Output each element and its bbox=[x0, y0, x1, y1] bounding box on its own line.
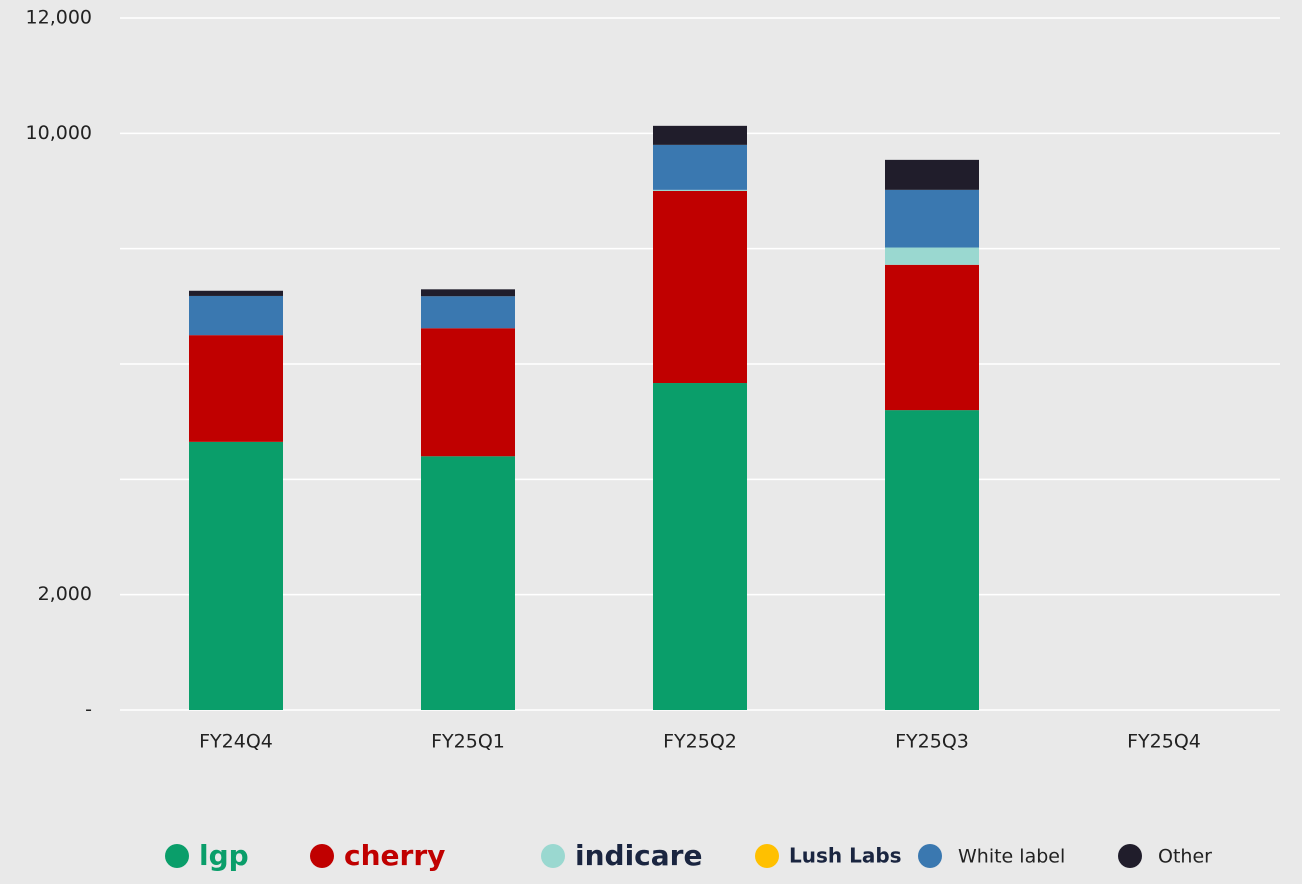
chart: - 2,000 10,000 12,000 FY24Q4 FY25Q1 FY25Q2 FY25… bbox=[0, 0, 1302, 884]
y-tick-label: 2,000 bbox=[38, 583, 92, 605]
bar-segment bbox=[653, 190, 747, 191]
bar-segment bbox=[189, 442, 283, 710]
bar-segment bbox=[885, 265, 979, 410]
x-tick-label: FY25Q2 bbox=[663, 731, 737, 753]
bar-segment bbox=[653, 126, 747, 145]
y-tick-label: 10,000 bbox=[26, 122, 92, 144]
legend-marker bbox=[541, 844, 565, 868]
bar-segment bbox=[421, 456, 515, 710]
legend-label: Other bbox=[1158, 846, 1212, 868]
legend-marker bbox=[165, 844, 189, 868]
legend-label: White label bbox=[958, 846, 1065, 868]
legend-marker bbox=[755, 844, 779, 868]
bar-segment bbox=[421, 296, 515, 328]
x-tick-label: FY25Q3 bbox=[895, 731, 969, 753]
bar-segment bbox=[653, 191, 747, 383]
bar-segment bbox=[421, 328, 515, 456]
bar-segment bbox=[885, 190, 979, 248]
y-tick-label: - bbox=[85, 699, 92, 721]
bar-segment bbox=[653, 383, 747, 710]
legend-label: Lush Labs bbox=[789, 844, 902, 868]
legend-label: lgp bbox=[199, 839, 249, 872]
x-tick-label: FY25Q4 bbox=[1127, 731, 1201, 753]
x-tick-label: FY24Q4 bbox=[199, 731, 273, 753]
bar-segment bbox=[885, 160, 979, 190]
legend-label: cherry bbox=[344, 839, 445, 872]
bar-segment bbox=[189, 296, 283, 335]
bar-segment bbox=[421, 289, 515, 296]
legend-label: indicare bbox=[575, 839, 702, 872]
legend-marker bbox=[310, 844, 334, 868]
bar-segment bbox=[885, 410, 979, 710]
bar-segment bbox=[885, 248, 979, 265]
bar-segment bbox=[189, 335, 283, 442]
legend-marker bbox=[918, 844, 942, 868]
y-tick-label: 12,000 bbox=[26, 7, 92, 29]
bar-segment bbox=[653, 145, 747, 190]
bar-segment bbox=[189, 291, 283, 296]
x-tick-label: FY25Q1 bbox=[431, 731, 505, 753]
legend-marker bbox=[1118, 844, 1142, 868]
